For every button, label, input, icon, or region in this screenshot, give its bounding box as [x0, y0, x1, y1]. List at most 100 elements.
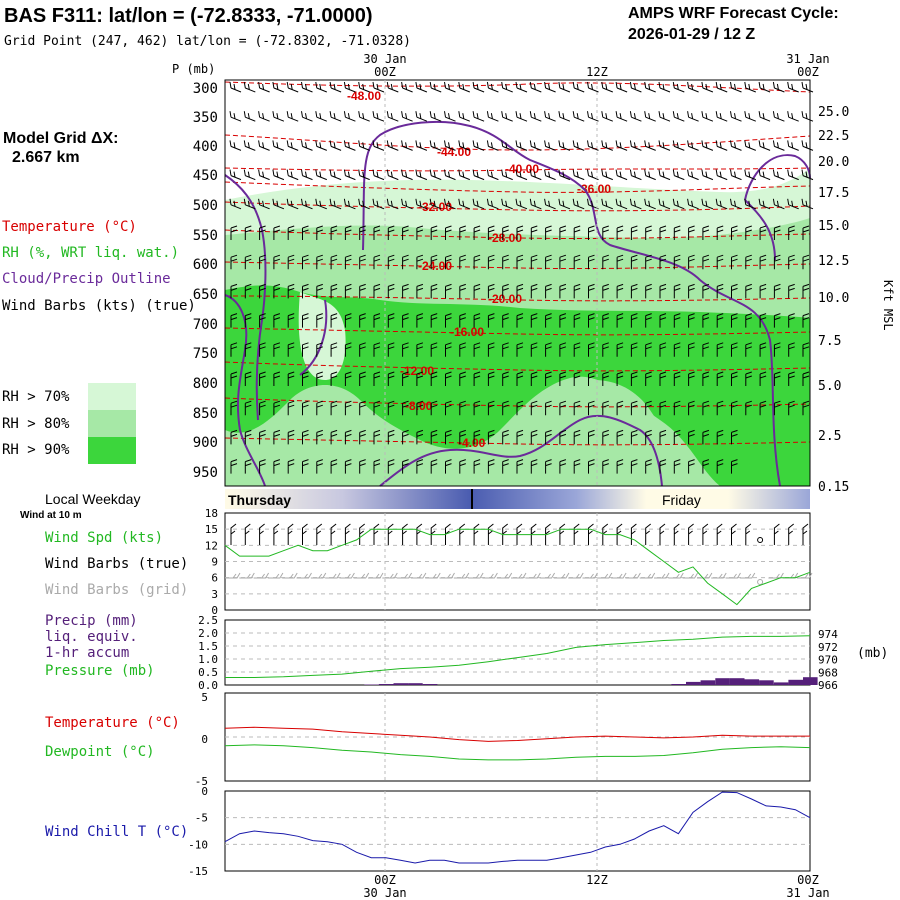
temp-label-16: -16.00 [450, 325, 484, 339]
day-friday: Friday [662, 492, 701, 508]
h-tick-25: 25.0 [818, 105, 849, 120]
cross-section-barb [516, 225, 524, 240]
cross-section-barb [502, 429, 509, 445]
cross-section-barb [258, 198, 270, 210]
p-tick-550: 550 [193, 228, 218, 244]
cross-section-barb [429, 140, 442, 151]
cross-section-barb [373, 283, 381, 299]
cross-section-barb [416, 371, 424, 386]
grid-barb [468, 572, 484, 579]
cross-section-barb [558, 81, 571, 93]
cross-section-barb [802, 313, 810, 328]
cross-section-barb [630, 342, 638, 357]
cross-section-barb [459, 342, 466, 357]
cross-section-barb [687, 169, 699, 181]
cross-section-barb [301, 140, 313, 151]
cross-section-barb [302, 342, 309, 357]
cross-section-barb [259, 371, 266, 386]
precip-bars [364, 677, 818, 685]
cross-section-barb [416, 459, 424, 474]
cross-section-barb [316, 342, 323, 357]
grid-barb [382, 572, 398, 579]
grid-barb [496, 572, 513, 579]
cross-section-barb [402, 459, 409, 474]
grid-barb [282, 572, 298, 579]
chill-tick-1: -5 [195, 812, 208, 825]
cross-section-barb [445, 254, 452, 270]
label-accum: 1-hr accum [45, 645, 129, 661]
grid-barb [410, 572, 427, 579]
temp-dewpoint-panel: 5 0 -5 Temperature (°C) Dewpoint (°C) [45, 691, 811, 788]
cross-section-barb [787, 81, 799, 93]
cross-section-barb [302, 313, 309, 328]
cross-section-barb [473, 225, 481, 240]
cross-section-barb [559, 429, 567, 445]
grid-barb [482, 572, 498, 579]
cross-section-barb [330, 342, 338, 357]
cross-section-barb [715, 169, 728, 181]
cross-section-barb [758, 111, 771, 122]
cross-section-barb [315, 111, 327, 122]
cloud-outline-left2 [224, 294, 266, 487]
chill-tick-0: 0 [201, 785, 208, 798]
cross-section-barb [416, 429, 424, 445]
temp-tick-1: 0 [201, 733, 208, 746]
cross-section-barb [702, 459, 710, 474]
grid-barb [353, 572, 370, 579]
precip-tick-4: 0.5 [198, 666, 218, 679]
cross-section-barb [587, 81, 599, 93]
cross-section-barb [387, 313, 395, 328]
grid-barb [525, 572, 541, 579]
cross-section-barb [758, 169, 771, 181]
grid-barb [696, 572, 713, 579]
wind-tick-0: 18 [205, 507, 218, 520]
cross-section-barb [529, 169, 542, 181]
cross-section-barb [615, 198, 628, 210]
cross-section-barb [430, 429, 438, 445]
cross-section-barb [645, 225, 652, 240]
cross-section-barb [530, 342, 538, 357]
cross-section-barb [472, 169, 485, 181]
wind-barbs-grid [225, 572, 813, 585]
cross-section-barb [630, 429, 638, 445]
cross-section-barb [558, 140, 571, 151]
cross-section-barb [602, 254, 609, 270]
cross-section-barb [801, 81, 814, 93]
true-barb [502, 523, 509, 545]
cross-section-barb [673, 254, 681, 270]
cross-section-barb [572, 140, 585, 151]
legend-swatch-rh90 [88, 437, 136, 464]
cloud-outline-main [362, 120, 781, 487]
cross-section-barb [315, 140, 327, 151]
precip-bar [686, 681, 701, 685]
cross-section-barb [687, 140, 699, 151]
cross-section-barb [302, 283, 309, 299]
p-tick-700: 700 [193, 317, 218, 333]
cross-section-barb [787, 111, 799, 122]
cross-section-barb [243, 111, 256, 122]
cross-section-barb [788, 371, 795, 386]
temp-label-40: -40.00 [505, 162, 539, 176]
temp-contour-12 [224, 361, 811, 372]
cross-section-barb [229, 81, 242, 93]
h-tick-22: 22.5 [818, 129, 849, 144]
cross-section-barb [773, 225, 781, 240]
true-barb [716, 523, 723, 545]
cross-section-barb [658, 81, 671, 93]
cross-section-barb [359, 371, 366, 386]
cross-section-barb [273, 400, 281, 416]
grid-barb [425, 572, 441, 579]
cross-section-barb [302, 459, 309, 474]
cross-section-barb [688, 254, 695, 270]
cross-section-barb [343, 111, 356, 122]
cross-section-barb [545, 371, 552, 386]
cross-section-barb [601, 111, 613, 122]
cross-section-barb [801, 140, 814, 151]
cross-section-barb [802, 283, 810, 299]
h-tick-5: 5.0 [818, 379, 841, 394]
cross-section-barb [773, 313, 781, 328]
cross-section-barb [602, 371, 609, 386]
cross-section-barb [715, 198, 728, 210]
cross-section-barb [344, 342, 352, 357]
cross-section-barb [673, 400, 681, 416]
